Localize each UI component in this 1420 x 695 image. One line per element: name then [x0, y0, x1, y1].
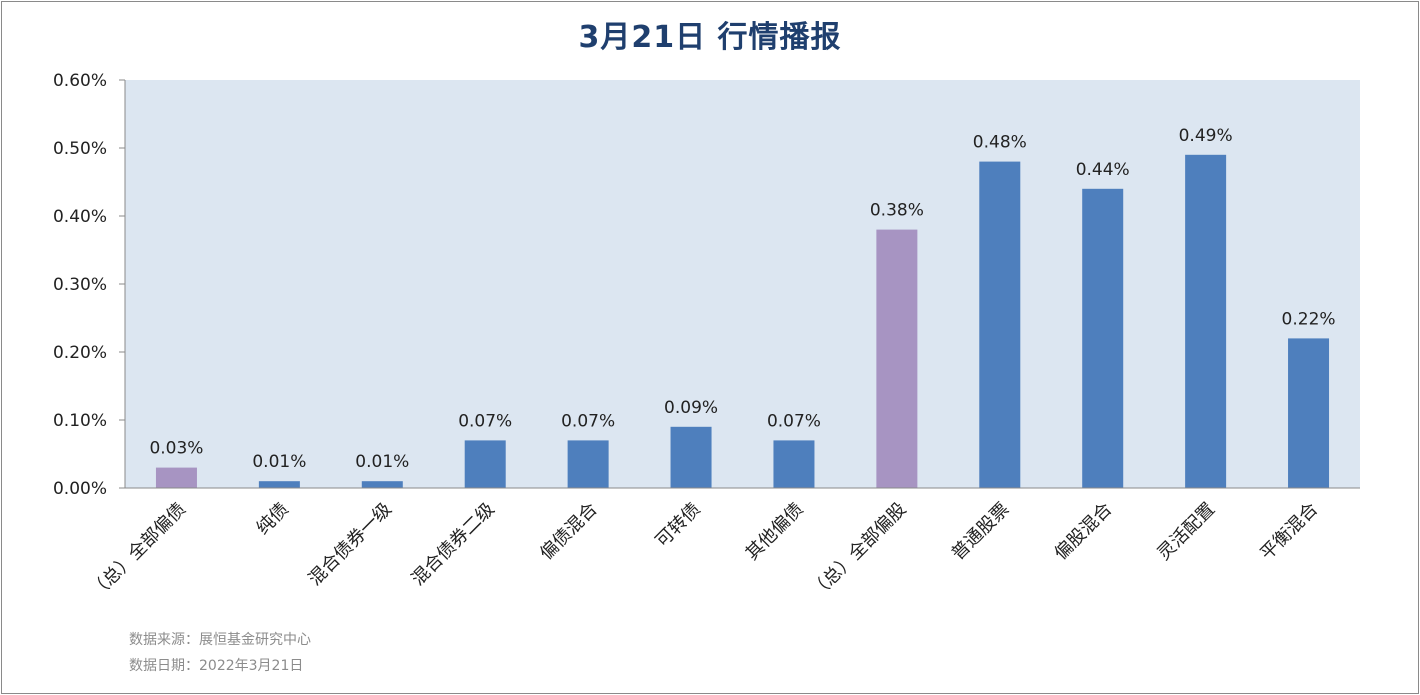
- data-label: 0.07%: [458, 411, 512, 431]
- bar: [876, 229, 918, 488]
- bar: [1288, 338, 1330, 488]
- bar: [670, 426, 712, 488]
- bar: [361, 481, 403, 488]
- data-label: 0.48%: [973, 133, 1027, 153]
- bar: [258, 481, 300, 488]
- x-tick-label: （总）全部偏债: [86, 499, 190, 603]
- bar: [773, 440, 815, 488]
- data-source-note: 数据来源：展恒基金研究中心: [129, 632, 311, 648]
- data-label: 0.09%: [664, 398, 718, 418]
- y-tick-label: 0.10%: [53, 411, 107, 431]
- bar: [567, 440, 609, 488]
- data-label: 0.01%: [252, 452, 306, 472]
- data-label: 0.07%: [561, 411, 615, 431]
- data-label: 0.03%: [149, 439, 203, 459]
- y-tick-label: 0.00%: [53, 479, 107, 499]
- data-label: 0.01%: [355, 452, 409, 472]
- data-label: 0.44%: [1076, 160, 1130, 180]
- bar: [464, 440, 506, 488]
- y-tick-label: 0.40%: [53, 207, 107, 227]
- bar: [1082, 188, 1124, 489]
- bar: [979, 161, 1021, 488]
- x-tick-label: 可转债: [652, 499, 705, 552]
- data-label: 0.49%: [1179, 126, 1233, 146]
- data-label: 0.07%: [767, 411, 821, 431]
- y-tick-label: 0.50%: [53, 139, 107, 159]
- chart-title: 3月21日 行情播报: [578, 20, 842, 55]
- data-label: 0.38%: [870, 201, 924, 221]
- x-tick-label: 灵活配置: [1153, 499, 1219, 565]
- x-tick-label: 其他偏债: [742, 499, 808, 565]
- bar: [1185, 154, 1227, 489]
- plot-area: [125, 80, 1360, 488]
- x-tick-label: 混合债券一级: [305, 499, 396, 590]
- x-tick-label: 平衡混合: [1256, 499, 1322, 565]
- x-tick-label: （总）全部偏股: [806, 499, 910, 603]
- x-tick-label: 偏债混合: [536, 499, 602, 565]
- y-tick-label: 0.20%: [53, 343, 107, 363]
- data-date-note: 数据日期：2022年3月21日: [129, 658, 304, 674]
- x-tick-label: 普通股票: [948, 499, 1014, 565]
- data-label: 0.22%: [1282, 309, 1336, 329]
- x-tick-label: 偏股混合: [1050, 499, 1116, 565]
- bar: [155, 467, 197, 488]
- x-tick-label: 混合债券二级: [408, 499, 499, 590]
- y-tick-label: 0.30%: [53, 275, 107, 295]
- y-tick-label: 0.60%: [53, 71, 107, 91]
- x-tick-label: 纯债: [253, 499, 293, 539]
